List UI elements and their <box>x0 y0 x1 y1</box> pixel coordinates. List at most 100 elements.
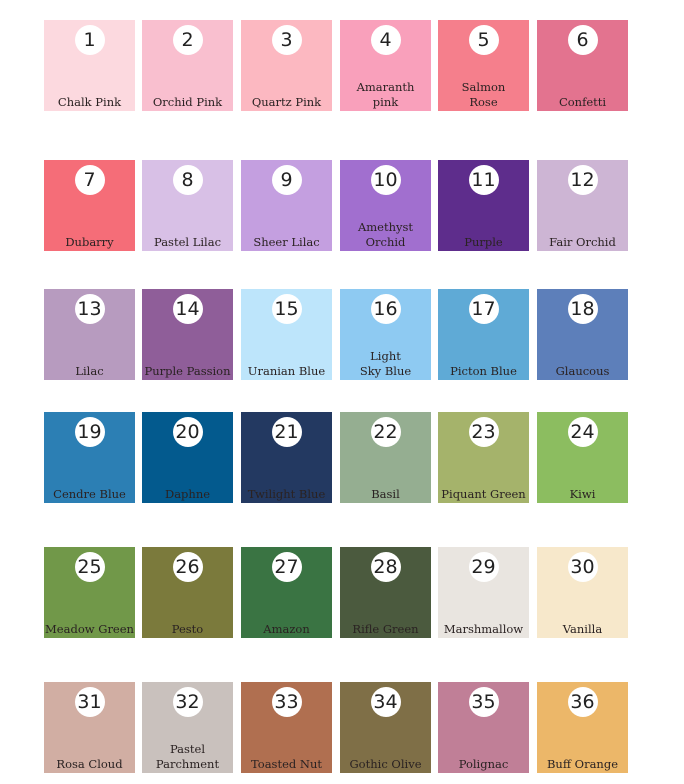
swatch-number-badge: 2 <box>172 25 203 55</box>
swatch-number-badge: 16 <box>370 294 401 324</box>
swatch-name-label: Purple <box>464 235 503 249</box>
swatch-number-badge: 8 <box>172 165 203 195</box>
swatch-number-badge: 13 <box>74 294 105 324</box>
color-swatch: 9 Sheer Lilac <box>241 160 332 251</box>
color-swatch: 5 Salmon Rose <box>438 20 529 111</box>
swatch-number-badge: 18 <box>567 294 598 324</box>
swatch-name-label: Buff Orange <box>546 757 619 771</box>
color-swatch: 2 Orchid Pink <box>142 20 233 111</box>
swatch-name-label: Glaucous <box>555 364 610 378</box>
swatch-name-label: Dubarry <box>65 235 114 249</box>
swatch-name-label: Piquant Green <box>441 487 526 501</box>
swatch-name-label: Picton Blue <box>450 364 517 378</box>
color-swatch: 26 Pesto <box>142 547 233 638</box>
color-swatch: 29 Marshmallow <box>438 547 529 638</box>
swatch-number-badge: 30 <box>567 552 598 582</box>
color-swatch: 32 Pastel Parchment <box>142 682 233 773</box>
swatch-number-badge: 28 <box>370 552 401 582</box>
swatch-name-label: Sheer Lilac <box>253 235 320 249</box>
swatch-name-label: Twilight Blue <box>247 487 326 501</box>
swatch-number-badge: 4 <box>370 25 401 55</box>
color-swatch: 3 Quartz Pink <box>241 20 332 111</box>
color-swatch: 30 Vanilla <box>537 547 628 638</box>
swatch-number-badge: 19 <box>74 417 105 447</box>
color-swatch: 34 Gothic Olive <box>340 682 431 773</box>
swatch-name-label: Basil <box>371 487 400 501</box>
swatch-name-label: Quartz Pink <box>251 95 322 109</box>
swatch-name-label: Purple Passion <box>144 364 231 378</box>
swatch-number-badge: 5 <box>468 25 499 55</box>
color-swatch: 25 Meadow Green <box>44 547 135 638</box>
color-swatch: 20 Daphne <box>142 412 233 503</box>
swatch-number-badge: 35 <box>468 687 499 717</box>
swatch-number-badge: 24 <box>567 417 598 447</box>
swatch-number-badge: 1 <box>74 25 105 55</box>
color-swatch: 33 Toasted Nut <box>241 682 332 773</box>
color-swatch: 4 Amaranth pink <box>340 20 431 111</box>
swatch-number-badge: 26 <box>172 552 203 582</box>
color-swatch: 17 Picton Blue <box>438 289 529 380</box>
swatch-number-badge: 17 <box>468 294 499 324</box>
swatch-name-label: Amaranth pink <box>356 80 415 109</box>
swatch-name-label: Daphne <box>164 487 211 501</box>
swatch-name-label: Rifle Green <box>352 622 419 636</box>
swatch-name-label: Pastel Lilac <box>153 235 222 249</box>
swatch-name-label: Polignac <box>458 757 509 771</box>
swatch-number-badge: 12 <box>567 165 598 195</box>
color-swatch: 7 Dubarry <box>44 160 135 251</box>
swatch-name-label: Rosa Cloud <box>56 757 123 771</box>
color-swatch: 15 Uranian Blue <box>241 289 332 380</box>
swatch-number-badge: 23 <box>468 417 499 447</box>
swatch-name-label: Amethyst Orchid <box>357 220 414 249</box>
swatch-name-label: Pesto <box>171 622 204 636</box>
color-swatch: 10 Amethyst Orchid <box>340 160 431 251</box>
swatch-name-label: Uranian Blue <box>247 364 326 378</box>
swatch-name-label: Amazon <box>263 622 310 636</box>
color-swatch: 21 Twilight Blue <box>241 412 332 503</box>
color-swatch: 1 Chalk Pink <box>44 20 135 111</box>
color-swatch: 31 Rosa Cloud <box>44 682 135 773</box>
color-swatch: 23 Piquant Green <box>438 412 529 503</box>
color-swatch: 35 Polignac <box>438 682 529 773</box>
swatch-number-badge: 25 <box>74 552 105 582</box>
swatch-number-badge: 31 <box>74 687 105 717</box>
color-swatch: 22 Basil <box>340 412 431 503</box>
swatch-number-badge: 22 <box>370 417 401 447</box>
swatch-number-badge: 21 <box>271 417 302 447</box>
swatch-name-label: Kiwi <box>569 487 596 501</box>
swatch-name-label: Cendre Blue <box>53 487 126 501</box>
color-swatch: 28 Rifle Green <box>340 547 431 638</box>
swatch-number-badge: 3 <box>271 25 302 55</box>
swatch-name-label: Vanilla <box>562 622 603 636</box>
swatch-name-label: Marshmallow <box>443 622 524 636</box>
swatch-number-badge: 7 <box>74 165 105 195</box>
swatch-name-label: Lilac <box>75 364 104 378</box>
color-swatch: 8 Pastel Lilac <box>142 160 233 251</box>
swatch-number-badge: 33 <box>271 687 302 717</box>
swatch-name-label: Confetti <box>558 95 607 109</box>
swatch-name-label: Chalk Pink <box>57 95 122 109</box>
swatch-name-label: Fair Orchid <box>549 235 616 249</box>
swatch-name-label: Gothic Olive <box>349 757 422 771</box>
swatch-number-badge: 14 <box>172 294 203 324</box>
color-swatch: 19 Cendre Blue <box>44 412 135 503</box>
swatch-number-badge: 36 <box>567 687 598 717</box>
color-swatch: 11 Purple <box>438 160 529 251</box>
swatch-number-badge: 20 <box>172 417 203 447</box>
swatch-number-badge: 15 <box>271 294 302 324</box>
swatch-number-badge: 9 <box>271 165 302 195</box>
color-swatch: 36 Buff Orange <box>537 682 628 773</box>
swatch-number-badge: 10 <box>370 165 401 195</box>
swatch-name-label: Salmon Rose <box>461 80 506 109</box>
color-swatch: 27 Amazon <box>241 547 332 638</box>
swatch-name-label: Meadow Green <box>45 622 134 636</box>
swatch-number-badge: 6 <box>567 25 598 55</box>
color-swatch: 24 Kiwi <box>537 412 628 503</box>
swatch-number-badge: 29 <box>468 552 499 582</box>
swatch-number-badge: 34 <box>370 687 401 717</box>
color-swatch: 13 Lilac <box>44 289 135 380</box>
color-swatch: 14 Purple Passion <box>142 289 233 380</box>
swatch-number-badge: 11 <box>468 165 499 195</box>
swatch-name-label: Pastel Parchment <box>155 742 220 771</box>
swatch-number-badge: 27 <box>271 552 302 582</box>
